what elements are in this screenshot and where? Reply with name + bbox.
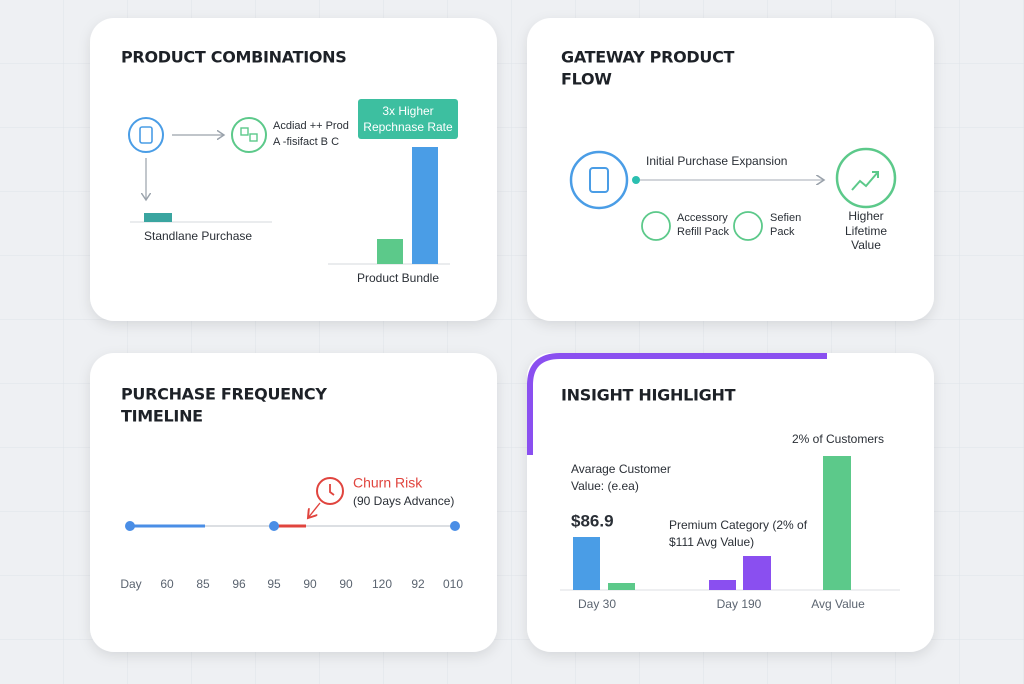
axis-label: 96 bbox=[232, 577, 246, 591]
axis-label: 92 bbox=[411, 577, 425, 591]
axis-label: 90 bbox=[303, 577, 317, 591]
alert-note: (90 Days Advance) bbox=[353, 494, 454, 508]
item: Refill Pack bbox=[677, 226, 729, 238]
bar bbox=[573, 537, 600, 590]
card-title: PURCHASE FREQUENCY bbox=[121, 385, 327, 404]
badge-text: Repchnase Rate bbox=[363, 120, 453, 134]
axis-label: 120 bbox=[372, 577, 392, 591]
x-label: Day 30 bbox=[578, 597, 616, 611]
bar bbox=[377, 239, 403, 264]
item: Accessory bbox=[677, 212, 728, 224]
item: Sefien bbox=[770, 212, 801, 224]
icon-glyph bbox=[240, 127, 249, 136]
icon-glyph bbox=[589, 167, 609, 193]
outcome-icon bbox=[835, 147, 897, 209]
axis-label: 90 bbox=[339, 577, 353, 591]
label: 2% of Customers bbox=[792, 432, 884, 446]
label: Value: (e.ea) bbox=[571, 479, 639, 493]
card-title: FLOW bbox=[561, 70, 612, 89]
label: $111 Avg Value) bbox=[669, 535, 754, 549]
item: Pack bbox=[770, 226, 795, 238]
axis-labels: Day 60 85 96 95 90 90 120 92 010 bbox=[120, 577, 463, 591]
badge bbox=[358, 99, 458, 139]
card bbox=[90, 353, 497, 652]
label: Premium Category (2% of bbox=[669, 518, 808, 532]
axis-label: Day bbox=[120, 577, 141, 591]
card-title: GATEWAY PRODUCT bbox=[561, 48, 735, 67]
icon-glyph bbox=[139, 126, 153, 144]
bar bbox=[144, 213, 172, 222]
bar bbox=[608, 583, 635, 590]
bar bbox=[709, 580, 736, 590]
axis-label: 60 bbox=[160, 577, 174, 591]
label: Product Bundle bbox=[357, 271, 439, 285]
card-title: TIMELINE bbox=[121, 407, 203, 426]
item-icon bbox=[733, 211, 763, 241]
value: $86.9 bbox=[571, 511, 614, 530]
card-title: PRODUCT COMBINATIONS bbox=[121, 48, 346, 67]
bundle-item: A -fisifact B C bbox=[273, 136, 339, 148]
item-icon bbox=[641, 211, 671, 241]
badge-text: 3x Higher bbox=[382, 104, 433, 118]
timeline-dot bbox=[125, 521, 135, 531]
x-label: Avg Value bbox=[811, 597, 865, 611]
start-dot bbox=[632, 176, 640, 184]
alert: Churn Risk bbox=[353, 475, 423, 491]
axis-label: 95 bbox=[267, 577, 281, 591]
card bbox=[527, 18, 934, 321]
product-icon bbox=[569, 150, 629, 210]
bundle-icon bbox=[231, 117, 267, 153]
arrow bbox=[308, 502, 321, 518]
flow-label: Initial Purchase Expansion bbox=[646, 154, 787, 168]
product-icon bbox=[128, 117, 164, 153]
card-title: INSIGHT HIGHLIGHT bbox=[561, 386, 736, 405]
axis-label: 85 bbox=[196, 577, 210, 591]
accent bbox=[527, 353, 827, 455]
bar bbox=[743, 556, 771, 590]
icon-glyph bbox=[851, 171, 879, 191]
bar bbox=[412, 147, 438, 264]
label: Standlane Purchase bbox=[144, 229, 252, 243]
outcome: Higher bbox=[848, 209, 883, 223]
x-label: Day 190 bbox=[717, 597, 762, 611]
icon-glyph bbox=[329, 484, 335, 496]
timeline-dot bbox=[269, 521, 279, 531]
outcome: Lifetime bbox=[845, 224, 887, 238]
outcome: Value bbox=[851, 238, 881, 252]
bar bbox=[823, 456, 851, 590]
bundle-item: Acdiad ++ Prod bbox=[273, 120, 349, 132]
icon-glyph bbox=[249, 133, 258, 142]
axis-label: 010 bbox=[443, 577, 463, 591]
timeline-dot bbox=[450, 521, 460, 531]
label: Avarage Customer bbox=[571, 462, 671, 476]
